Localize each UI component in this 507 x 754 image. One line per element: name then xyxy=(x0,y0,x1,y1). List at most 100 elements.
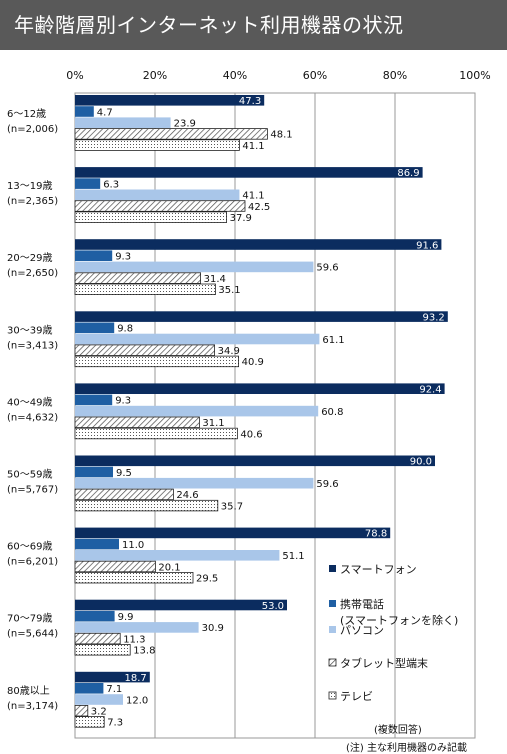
bar-value-label: 23.9 xyxy=(174,119,196,130)
bar-value-label: 41.1 xyxy=(242,141,264,152)
bar xyxy=(74,427,238,440)
bar-value-label: 11.0 xyxy=(122,540,144,551)
bar-value-label: 9.8 xyxy=(117,324,133,335)
category-n-label: (n=2,650) xyxy=(7,268,58,279)
bar-value-label: 92.4 xyxy=(419,385,441,396)
x-tick-label: 100% xyxy=(459,69,490,82)
bar xyxy=(74,716,105,728)
category-label: 13～19歳 xyxy=(7,180,52,192)
bar-value-label: 9.5 xyxy=(116,468,132,479)
bar-value-label: 59.6 xyxy=(316,479,338,490)
bar-value-label: 40.9 xyxy=(242,357,264,368)
legend-label: スマートフォン xyxy=(340,563,417,576)
category-n-label: (n=5,644) xyxy=(7,629,58,640)
bar-value-label: 59.6 xyxy=(316,263,338,274)
bar xyxy=(75,106,94,117)
bar-value-label: 37.9 xyxy=(230,213,252,224)
bar-value-label: 60.8 xyxy=(321,407,343,418)
bar xyxy=(74,355,240,368)
legend-label: パソコン xyxy=(340,624,384,637)
legend-swatch xyxy=(328,658,337,667)
bar xyxy=(74,200,246,212)
category-n-label: (n=3,413) xyxy=(7,340,58,351)
category-label: 40～49歳 xyxy=(7,396,52,408)
bar-value-label: 11.3 xyxy=(123,634,145,645)
bar xyxy=(75,694,123,705)
category-n-label: (n=2,365) xyxy=(7,196,58,207)
bar-value-label: 30.9 xyxy=(202,623,224,634)
bar xyxy=(75,178,101,189)
bar xyxy=(75,466,113,478)
bar-value-label: 6.3 xyxy=(103,179,119,190)
x-tick-label: 0% xyxy=(66,69,83,82)
bar-value-label: 51.1 xyxy=(282,551,304,562)
bar xyxy=(75,383,445,394)
legend-label: 携帯電話 xyxy=(340,597,384,611)
bar-value-label: 35.1 xyxy=(218,285,240,296)
category-label: 70～79歳 xyxy=(7,613,52,625)
category-label: 80歳以上 xyxy=(7,685,50,697)
legend-label: テレビ xyxy=(340,690,373,703)
bar xyxy=(75,95,265,106)
bar-value-label: 18.7 xyxy=(125,673,147,684)
bar xyxy=(75,117,171,128)
bar-value-label: 3.2 xyxy=(91,707,107,718)
bar xyxy=(74,211,228,223)
bar xyxy=(74,560,156,573)
bar xyxy=(75,477,314,489)
category-n-label: (n=3,174) xyxy=(7,701,58,712)
bar-value-label: 9.9 xyxy=(118,612,134,623)
bar-value-label: 29.5 xyxy=(196,574,218,585)
legend-swatch xyxy=(328,691,337,700)
bar xyxy=(75,671,150,683)
bar xyxy=(75,239,442,250)
bar xyxy=(74,128,268,140)
bar xyxy=(74,272,201,284)
bar xyxy=(75,538,119,550)
bar xyxy=(75,599,287,611)
category-label: 60～69歳 xyxy=(7,541,52,553)
category-n-label: (n=6,201) xyxy=(7,557,58,568)
bar-value-label: 41.1 xyxy=(242,191,264,202)
x-tick-label: 80% xyxy=(383,69,407,82)
bar xyxy=(75,527,391,539)
bar xyxy=(74,632,121,645)
bar xyxy=(75,250,113,261)
chart-title: 年齢階層別インターネット利用機器の状況 xyxy=(0,0,507,50)
bar-value-label: 13.8 xyxy=(133,646,155,657)
bar-value-label: 48.1 xyxy=(270,130,292,141)
bar xyxy=(74,416,200,429)
bar-value-label: 20.1 xyxy=(158,562,180,573)
bar xyxy=(75,333,320,345)
category-label: 30～39歳 xyxy=(7,324,52,336)
bar-value-label: 4.7 xyxy=(97,107,113,118)
bar-value-label: 86.9 xyxy=(397,168,419,179)
bar xyxy=(74,644,131,656)
bar xyxy=(75,311,448,322)
bar-value-label: 31.4 xyxy=(204,274,226,285)
note-main-devices: (注) 主な利用機器のみ記載 xyxy=(346,743,467,754)
bar-value-label: 9.3 xyxy=(115,252,131,263)
bar xyxy=(75,610,115,622)
bar xyxy=(75,455,435,467)
bar xyxy=(75,405,319,417)
bar xyxy=(74,499,219,512)
bar-value-label: 61.1 xyxy=(322,335,344,346)
bar xyxy=(74,344,216,356)
legend-sublabel: (スマートフォンを除く) xyxy=(340,613,458,627)
bar xyxy=(75,189,240,201)
category-label: 20～29歳 xyxy=(7,252,52,264)
bar-value-label: 78.8 xyxy=(365,529,387,540)
bar-value-label: 24.6 xyxy=(176,490,198,501)
bar xyxy=(75,167,423,178)
x-tick-label: 40% xyxy=(223,69,247,82)
legend-swatch xyxy=(329,565,336,572)
category-n-label: (n=4,632) xyxy=(7,412,58,423)
bar-value-label: 7.3 xyxy=(107,718,123,729)
bar xyxy=(74,488,174,501)
bar xyxy=(75,622,199,633)
legend-label: タブレット型端末 xyxy=(340,656,428,670)
bar xyxy=(75,394,113,406)
bar xyxy=(74,705,89,717)
bar-value-label: 31.1 xyxy=(202,418,224,429)
